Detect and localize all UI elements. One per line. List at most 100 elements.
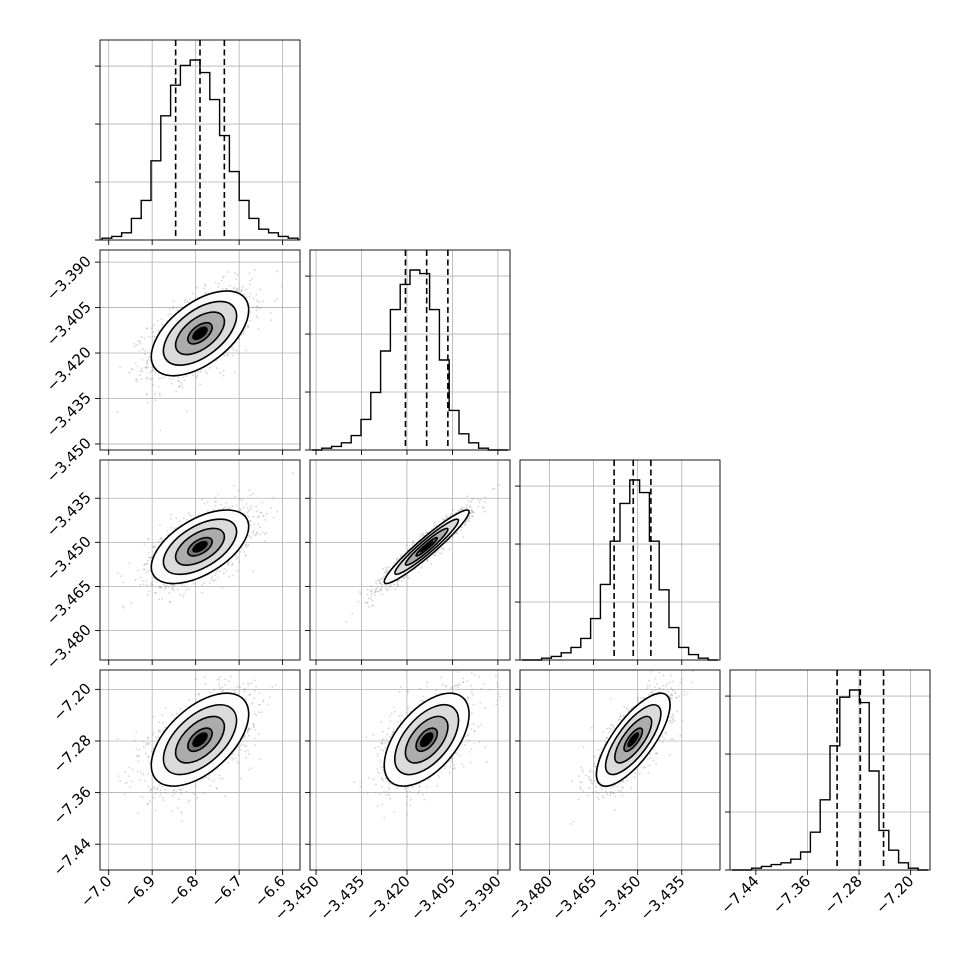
sample-point: [264, 533, 266, 535]
sample-point: [233, 665, 235, 667]
sample-point: [251, 278, 254, 280]
sample-point: [150, 327, 153, 330]
sample-point: [367, 597, 370, 600]
sample-point: [231, 346, 234, 349]
sample-point: [255, 306, 258, 308]
sample-point: [443, 548, 445, 551]
sample-point: [221, 586, 224, 589]
sample-point: [483, 510, 486, 513]
sample-point: [412, 540, 415, 542]
sample-point: [123, 793, 126, 795]
sample-point: [142, 583, 145, 586]
sample-point: [151, 336, 154, 339]
sample-point: [235, 558, 238, 560]
sample-point: [145, 393, 148, 396]
sample-point: [247, 752, 250, 755]
sample-point: [128, 371, 131, 374]
sample-point: [179, 384, 182, 387]
sample-point: [245, 503, 248, 505]
sample-point: [412, 542, 414, 545]
sample-point: [479, 498, 482, 501]
sample-point: [426, 560, 429, 563]
sample-point: [237, 489, 240, 492]
histogram-1: [101, 59, 299, 240]
sample-point: [148, 556, 151, 559]
sample-point: [248, 509, 251, 512]
sample-point: [252, 530, 255, 532]
sample-point: [235, 555, 237, 557]
sample-point: [437, 549, 440, 552]
sample-point: [253, 534, 256, 537]
sample-point: [378, 581, 381, 584]
sample-point: [377, 585, 379, 588]
sample-point: [173, 527, 176, 530]
sample-point: [146, 376, 149, 379]
sample-point: [433, 525, 436, 528]
sample-point: [375, 588, 377, 591]
density-peak: [192, 326, 208, 341]
sample-point: [201, 591, 204, 594]
sample-point: [158, 392, 161, 395]
sample-point: [233, 286, 236, 289]
sample-point: [374, 591, 377, 593]
sample-point: [144, 350, 147, 352]
sample-point: [158, 784, 161, 787]
sample-point: [170, 526, 172, 529]
sample-point: [256, 316, 259, 319]
sample-point: [358, 591, 361, 593]
panel-content: [116, 665, 277, 822]
sample-point: [222, 354, 225, 357]
sample-point: [233, 371, 236, 374]
sample-point: [186, 410, 188, 413]
sample-point: [405, 544, 408, 546]
sample-point: [171, 378, 174, 380]
sample-point: [238, 498, 241, 500]
sample-point: [137, 340, 140, 343]
sample-point: [396, 580, 399, 582]
sample-point: [192, 374, 194, 376]
sample-point: [220, 279, 223, 282]
sample-point: [245, 288, 247, 291]
sample-point: [241, 499, 243, 501]
sample-point: [147, 737, 150, 740]
sample-point: [476, 498, 479, 501]
sample-point: [255, 532, 258, 535]
sample-point: [248, 272, 251, 275]
sample-point: [397, 585, 399, 588]
sample-point: [256, 531, 259, 534]
sample-point: [259, 526, 261, 529]
sample-point: [240, 290, 242, 293]
sample-point: [469, 505, 471, 508]
sample-point: [399, 554, 402, 556]
sample-point: [214, 572, 217, 575]
sample-point: [145, 365, 148, 368]
sample-point: [199, 383, 202, 386]
sample-point: [470, 509, 473, 511]
sample-point: [482, 506, 484, 508]
sample-point: [255, 309, 258, 312]
sample-point: [247, 325, 249, 328]
sample-point: [439, 552, 441, 554]
sample-point: [181, 386, 184, 389]
sample-point: [493, 487, 496, 490]
sample-point: [188, 588, 190, 591]
sample-point: [151, 580, 154, 583]
sample-point: [215, 359, 218, 362]
sample-point: [227, 564, 229, 566]
sample-point: [178, 385, 180, 388]
sample-point: [187, 512, 190, 514]
sample-point: [448, 541, 451, 543]
sample-point: [195, 678, 198, 680]
sample-point: [434, 523, 436, 525]
histogram-3: [522, 479, 718, 661]
sample-point: [234, 272, 236, 275]
sample-point: [249, 292, 252, 295]
sample-point: [178, 385, 181, 388]
sample-point: [272, 496, 275, 499]
sample-point: [276, 270, 278, 273]
sample-point: [255, 533, 257, 536]
sample-point: [216, 576, 219, 579]
sample-point: [472, 511, 474, 513]
sample-point: [291, 472, 294, 475]
